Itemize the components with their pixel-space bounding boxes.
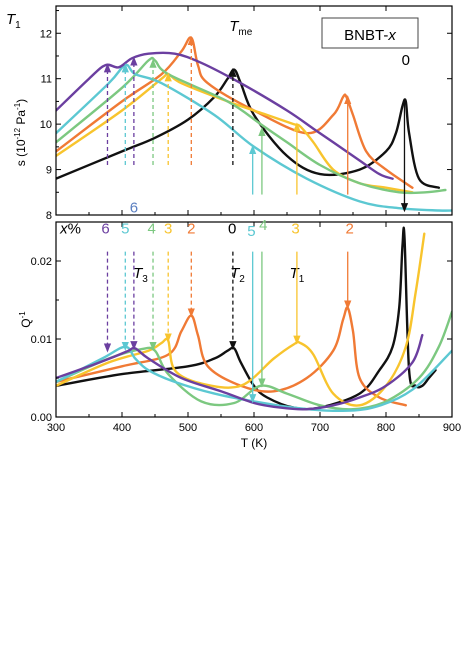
x-tick-label: 800	[377, 422, 395, 434]
series-line-4	[56, 56, 447, 195]
annotation-label: 6	[101, 221, 109, 238]
annotation-label: 0	[228, 221, 236, 238]
y-tick-label: 0.01	[31, 334, 52, 346]
annotation-label: Tme	[229, 18, 253, 38]
annotation-label: x%	[59, 221, 81, 238]
x-tick-label: 600	[245, 422, 263, 434]
annotation-label: 4	[148, 221, 156, 238]
annotation-label: 5	[121, 221, 129, 238]
x-axis-label: T (K)	[241, 436, 267, 450]
annotation-label: T3	[133, 265, 148, 285]
series-line-2	[56, 306, 407, 407]
annotation-label: 3	[164, 221, 172, 238]
annotation-label: 0	[402, 52, 410, 69]
series-line-6	[56, 51, 394, 180]
legend-box-label: BNBT-x	[344, 27, 396, 44]
series-line-6	[56, 333, 424, 411]
y-tick-label: 11	[41, 74, 52, 86]
annotation-label: 3	[291, 221, 299, 238]
x-tick-label: 700	[311, 422, 329, 434]
annotation-label: 6	[130, 200, 138, 217]
x-tick-label: 500	[179, 422, 197, 434]
x-tick-label: 400	[113, 422, 131, 434]
annotation-label: 5	[247, 223, 255, 240]
x-tick-label: 300	[47, 422, 65, 434]
top-panel: 8 9 10 11 12 T1 s (10-12 Pa-1) BNBT-x Tme 0	[6, 5, 453, 222]
series-group	[56, 226, 452, 413]
bottom-panel: 300 400 500 600 700 800 900 0.00 0.01 0.02 Q-1 T (K…	[18, 200, 461, 450]
x-tick-label: 900	[443, 422, 461, 434]
series-line-0	[56, 68, 440, 189]
series-line-3	[56, 232, 426, 407]
annotation-label: 4	[259, 217, 267, 234]
y-tick-label: 0.02	[31, 256, 52, 268]
y-tick-label: 10	[40, 119, 52, 131]
series-group	[56, 36, 452, 212]
annotation-label: 2	[346, 221, 354, 238]
annotation-label: 2	[187, 221, 195, 238]
y-tick-label: 0.00	[31, 412, 52, 424]
legend-box	[321, 17, 419, 49]
y-tick-label: 12	[40, 28, 52, 40]
panel-label: T1	[6, 11, 21, 31]
y-tick-label: 8	[46, 210, 52, 222]
annotation-label: T1	[290, 265, 305, 285]
top-y-axis-label: s (10-12 Pa-1)	[13, 99, 28, 166]
y-tick-label: 9	[46, 165, 52, 177]
annotation-label: T2	[230, 265, 245, 285]
series-line-2	[56, 36, 414, 189]
bottom-y-axis-label: Q-1	[18, 311, 33, 328]
